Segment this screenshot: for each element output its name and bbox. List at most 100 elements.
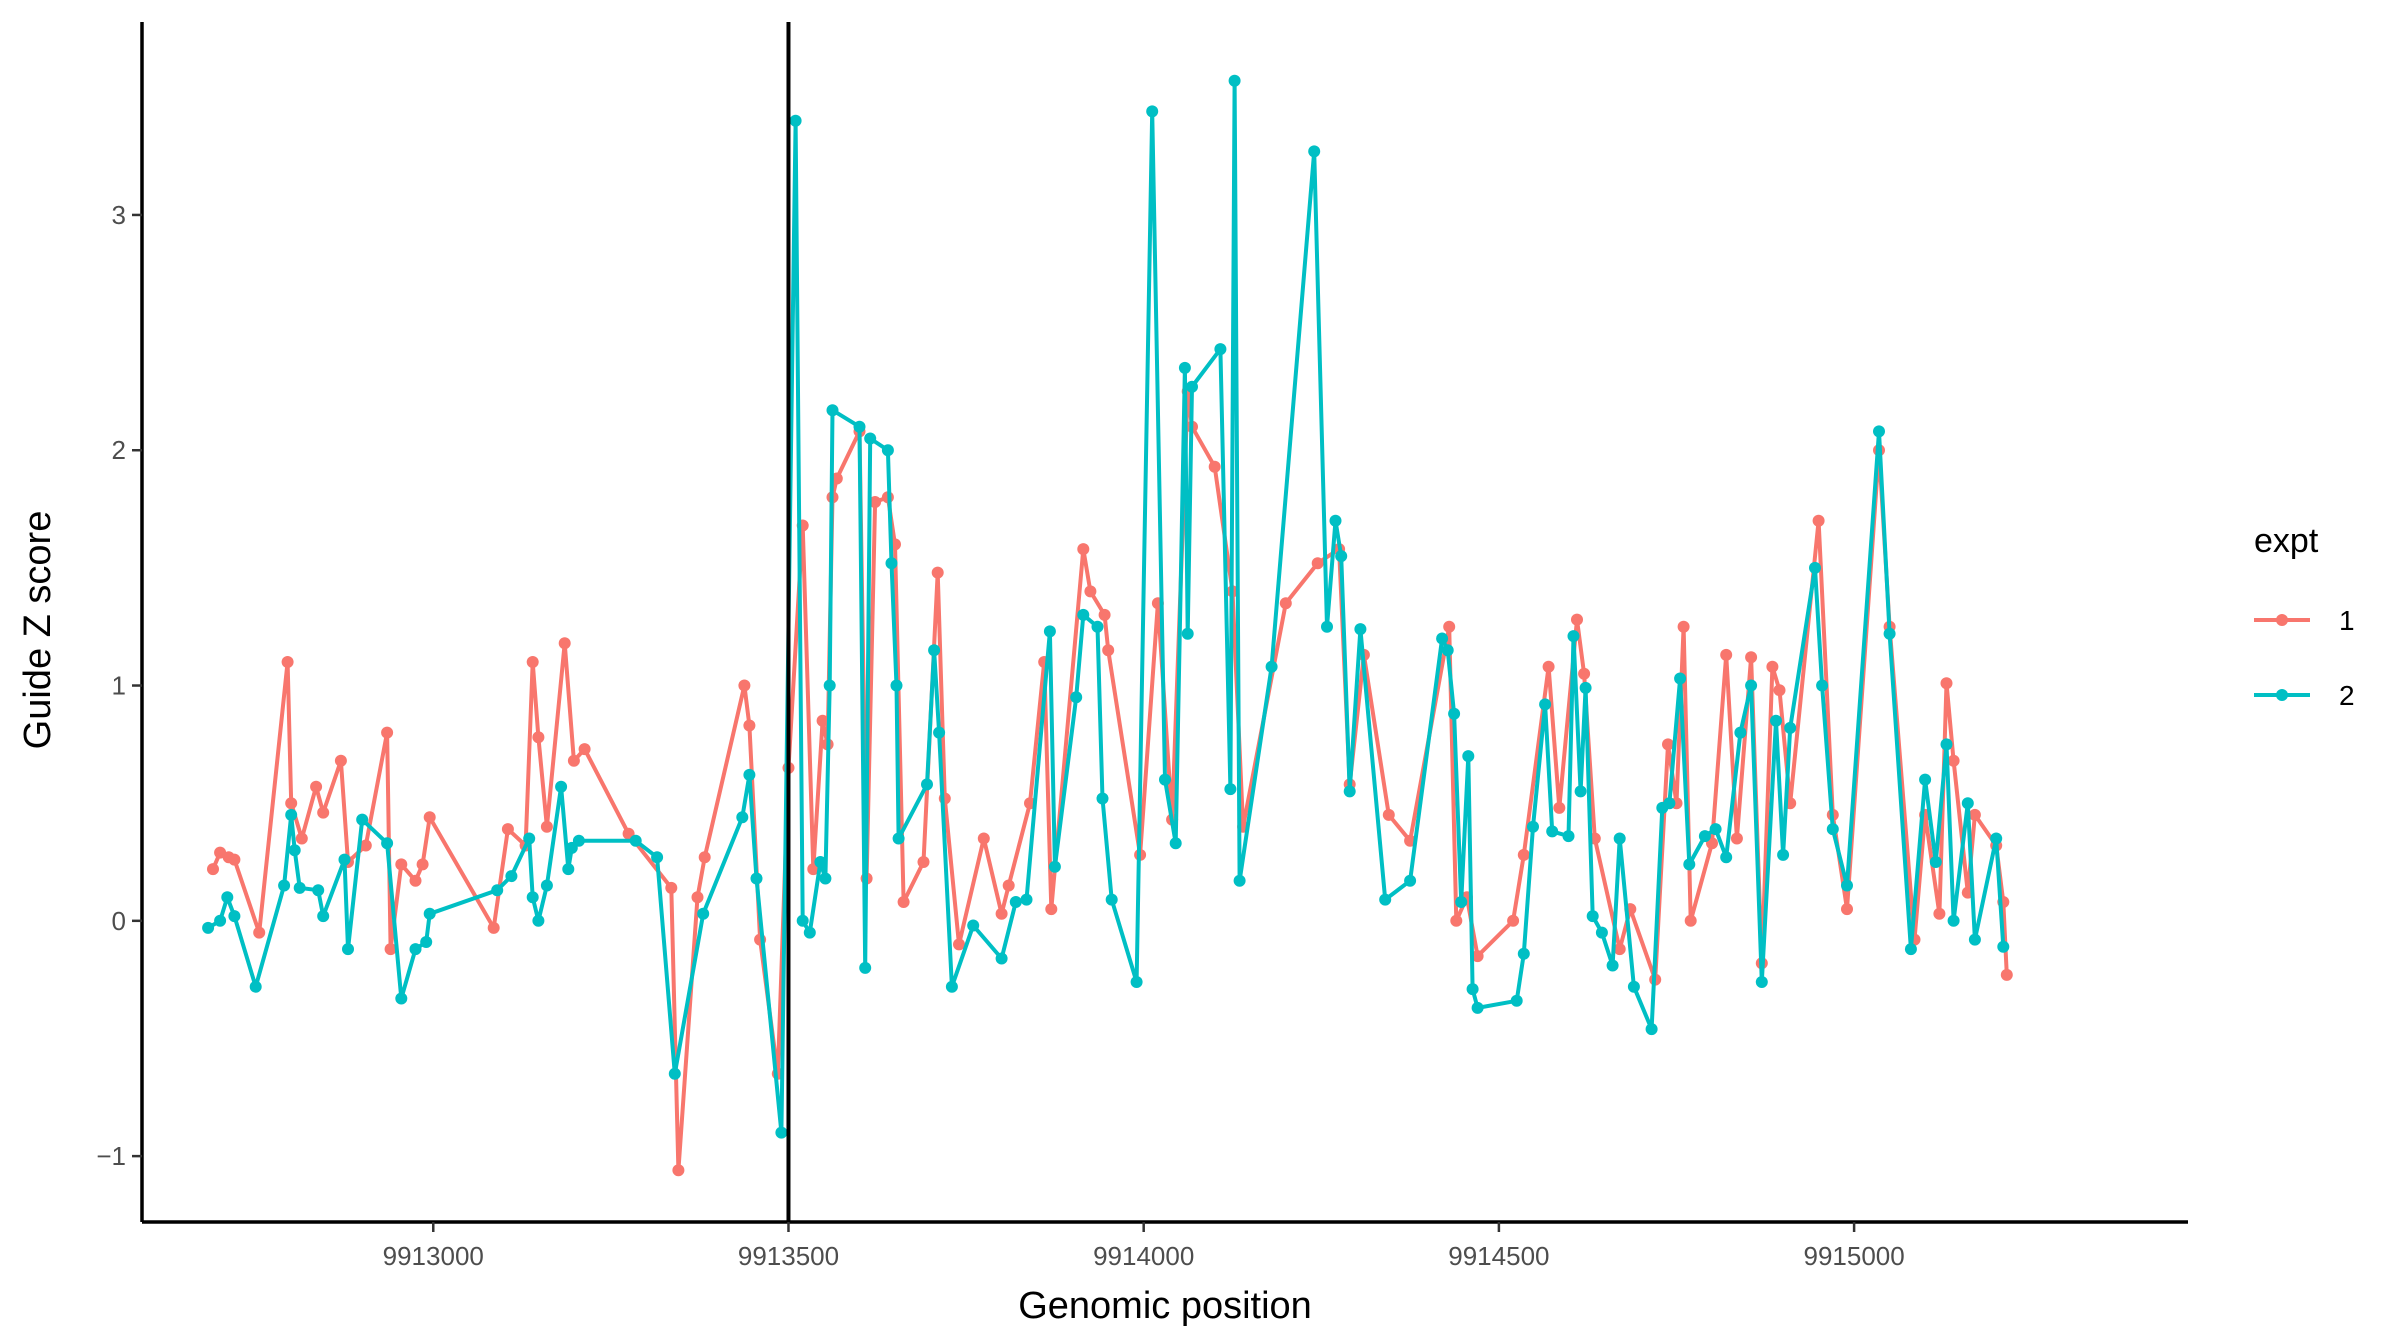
data-point <box>796 914 809 927</box>
data-point <box>1990 832 2003 845</box>
data-point <box>1181 627 1194 640</box>
data-point <box>1279 597 1292 610</box>
data-point <box>697 907 710 920</box>
data-point <box>1130 976 1143 988</box>
data-point <box>869 496 882 508</box>
y-axis-ticks: −1 0 1 2 3 <box>96 200 142 1171</box>
data-point <box>1684 914 1697 927</box>
data-point <box>1077 608 1090 621</box>
legend-title: expt <box>2254 522 2319 560</box>
data-point <box>1940 677 1953 690</box>
data-point <box>1159 773 1171 786</box>
data-point <box>1929 856 1942 868</box>
data-point <box>1841 879 1853 892</box>
data-point <box>823 679 836 692</box>
data-point <box>1471 1001 1484 1014</box>
data-point <box>1595 926 1608 939</box>
data-point <box>1462 750 1475 763</box>
data-point <box>295 832 308 845</box>
data-point <box>736 811 749 824</box>
data-point <box>317 806 330 819</box>
data-point <box>359 839 372 852</box>
data-point <box>1766 660 1779 673</box>
data-point <box>816 714 829 727</box>
data-point <box>395 858 408 871</box>
x-axis-title: Genomic position <box>1018 1285 1312 1327</box>
data-point <box>1321 620 1333 633</box>
data-point <box>1224 783 1237 796</box>
data-point <box>1613 832 1626 845</box>
data-point <box>803 926 816 939</box>
data-point <box>228 910 241 923</box>
data-point <box>1441 644 1454 657</box>
data-point <box>1613 943 1626 956</box>
data-point <box>1777 848 1790 861</box>
data-point <box>1968 808 1981 821</box>
data-point <box>1677 620 1690 633</box>
data-point <box>1904 943 1917 956</box>
data-point <box>967 919 980 932</box>
data-point <box>505 870 518 883</box>
data-point <box>651 851 664 864</box>
data-point <box>1436 632 1449 645</box>
data-point <box>698 851 711 864</box>
legend-label: 2 <box>2339 680 2355 711</box>
y-tick-label: 0 <box>112 906 126 936</box>
data-point <box>881 444 894 457</box>
data-point <box>1961 797 1974 810</box>
data-point <box>342 943 354 956</box>
data-point <box>1448 707 1461 720</box>
data-point <box>1009 896 1022 908</box>
data-point <box>558 637 571 650</box>
data-point <box>526 656 539 668</box>
data-point <box>864 432 877 445</box>
data-point <box>1308 145 1321 158</box>
data-point <box>567 754 580 767</box>
data-point <box>885 557 898 570</box>
data-point <box>1077 543 1090 556</box>
data-point <box>423 811 436 824</box>
data-point <box>1883 627 1896 640</box>
series-line-1 <box>211 389 2009 1173</box>
data-point <box>395 992 408 1005</box>
data-point <box>1208 460 1221 473</box>
data-point <box>1404 874 1417 887</box>
data-point <box>228 853 241 866</box>
legend-label: 1 <box>2339 605 2355 636</box>
data-point <box>1510 994 1523 1007</box>
data-point <box>853 420 866 433</box>
data-point <box>1720 851 1733 864</box>
data-point <box>1567 630 1580 643</box>
data-point <box>629 834 642 847</box>
data-point <box>1997 940 2010 953</box>
series-line-2 <box>207 78 2006 1135</box>
data-point <box>1186 380 1198 393</box>
data-point <box>310 780 323 793</box>
data-point <box>819 872 832 885</box>
data-point <box>202 921 215 934</box>
data-point <box>207 863 219 876</box>
data-point <box>1770 714 1782 727</box>
data-point <box>1571 613 1583 626</box>
data-point <box>1091 620 1104 633</box>
data-point <box>1720 648 1733 661</box>
data-point <box>672 1164 685 1177</box>
data-point <box>977 832 990 845</box>
data-point <box>1329 514 1342 527</box>
data-point <box>1553 801 1566 814</box>
data-point <box>1265 660 1278 673</box>
y-tick-label: −1 <box>96 1141 126 1171</box>
data-point <box>1809 561 1821 574</box>
data-point <box>381 837 394 850</box>
data-point <box>2000 968 2013 981</box>
data-point <box>775 1126 788 1139</box>
data-point <box>743 719 756 732</box>
data-point <box>312 884 325 897</box>
data-point <box>1228 74 1241 87</box>
data-point <box>814 856 827 868</box>
legend-key-point <box>2276 689 2288 701</box>
data-point <box>1755 976 1768 988</box>
data-point <box>1382 808 1395 821</box>
legend-items: 12 <box>2254 605 2355 711</box>
data-point <box>1674 672 1687 685</box>
